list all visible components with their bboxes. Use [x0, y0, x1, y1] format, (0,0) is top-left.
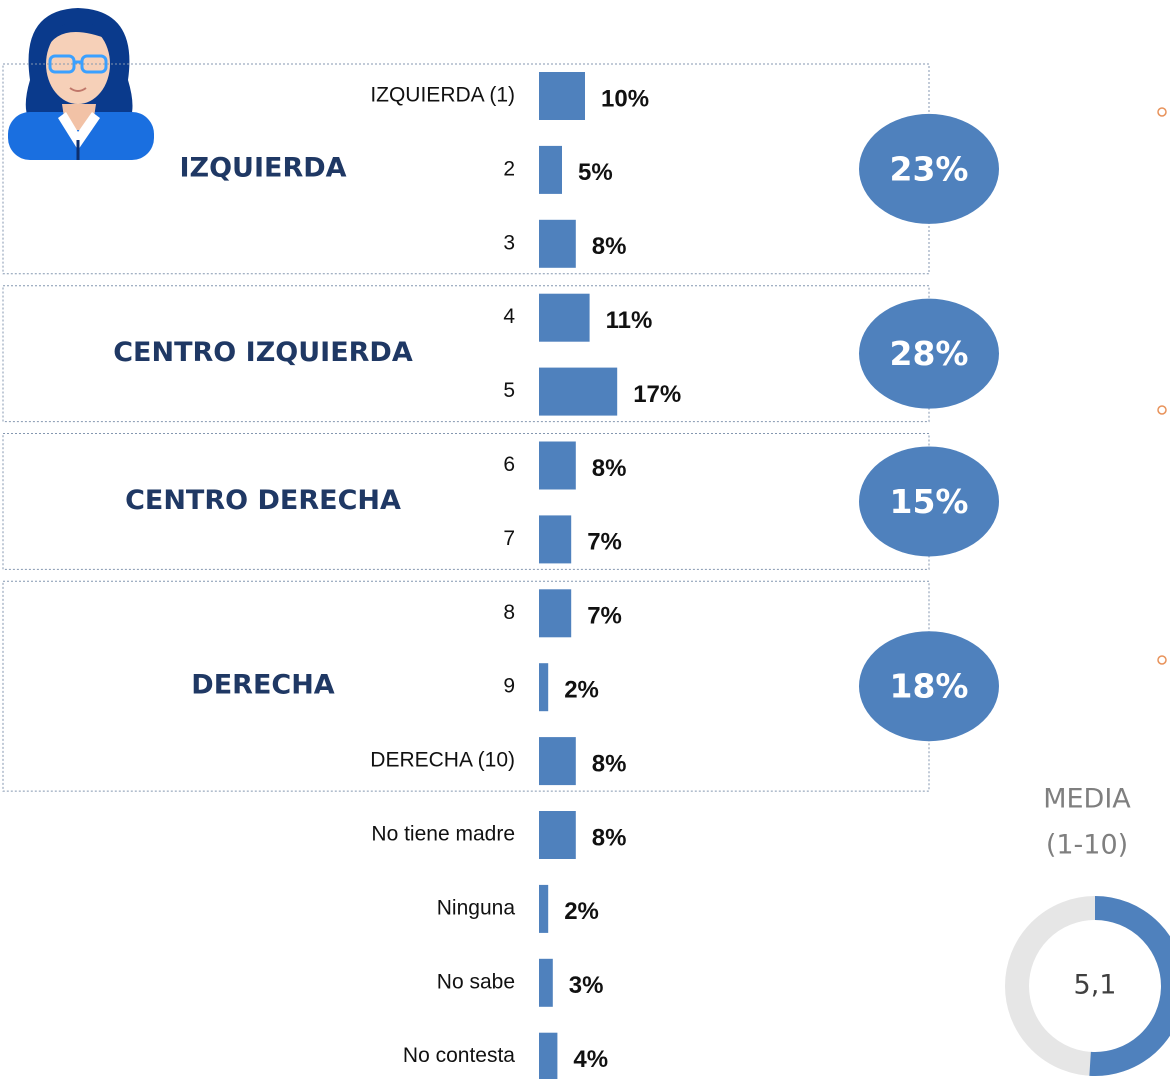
- bar: [539, 442, 576, 490]
- value-label: 17%: [633, 381, 681, 408]
- category-label: DERECHA (10): [370, 749, 515, 772]
- group-label: CENTRO IZQUIERDA: [113, 337, 413, 368]
- category-label: No tiene madre: [371, 823, 515, 846]
- category-label: 7: [503, 527, 515, 550]
- mean-value: 5,1: [1074, 970, 1117, 1001]
- category-label: 5: [503, 379, 515, 402]
- group-total: 28%: [890, 334, 969, 373]
- bar: [539, 515, 571, 563]
- group-total: 15%: [890, 482, 969, 521]
- bar: [539, 811, 576, 859]
- value-label: 11%: [606, 307, 653, 334]
- value-label: 8%: [592, 455, 627, 482]
- mean-range: (1-10): [1046, 830, 1128, 861]
- bar: [539, 368, 617, 416]
- bar: [539, 885, 548, 933]
- category-label: 2: [503, 157, 515, 180]
- category-label: IZQUIERDA (1): [370, 84, 515, 107]
- value-label: 8%: [592, 233, 627, 260]
- bar: [539, 663, 548, 711]
- value-label: 3%: [569, 972, 604, 999]
- value-label: 2%: [564, 677, 599, 704]
- group-label: IZQUIERDA: [179, 152, 346, 183]
- bar: [539, 146, 562, 194]
- category-label: 8: [503, 601, 515, 624]
- value-label: 8%: [592, 750, 627, 777]
- value-label: 4%: [573, 1046, 608, 1073]
- group-total: 23%: [890, 149, 969, 188]
- group-label: CENTRO DERECHA: [125, 485, 401, 516]
- group-total: 18%: [890, 667, 969, 706]
- value-label: 7%: [587, 603, 622, 630]
- bar: [539, 1033, 557, 1079]
- bar: [539, 589, 571, 637]
- bar: [539, 737, 576, 785]
- value-label: 8%: [592, 824, 627, 851]
- mean-title: MEDIA: [1043, 784, 1131, 815]
- value-label: 2%: [564, 898, 599, 925]
- bar: [539, 220, 576, 268]
- chart: IZQUIERDA 23% IZQUIERDA (1) 10% 2 5% 3 8% CENTRO…: [0, 0, 1170, 1079]
- group-label: DERECHA: [191, 670, 335, 701]
- category-label: 9: [503, 675, 515, 698]
- category-label: No sabe: [437, 970, 515, 993]
- category-label: 4: [503, 305, 515, 328]
- bar: [539, 959, 553, 1007]
- bar: [539, 72, 585, 120]
- category-label: No contesta: [403, 1044, 515, 1067]
- avatar: [8, 8, 154, 160]
- decor-dots: [1158, 108, 1166, 664]
- value-label: 10%: [601, 85, 649, 112]
- category-label: Ninguna: [437, 896, 516, 919]
- value-label: 7%: [587, 529, 622, 556]
- value-label: 5%: [578, 159, 613, 186]
- category-label: 3: [503, 231, 515, 254]
- bar: [539, 294, 590, 342]
- category-label: 6: [503, 453, 515, 476]
